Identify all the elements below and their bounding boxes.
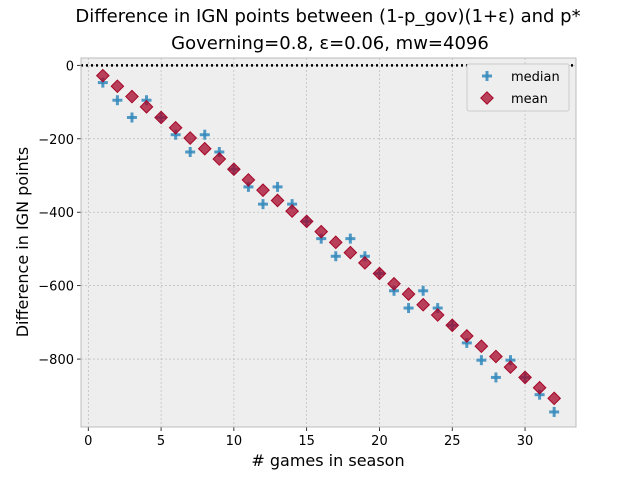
median-point — [185, 146, 196, 157]
median-point — [112, 95, 123, 106]
mean-point — [459, 329, 474, 343]
legend: median mean — [466, 63, 570, 112]
chart-title-line2: Governing=0.8, ε=0.06, mw=4096 — [171, 33, 489, 54]
y-tick-label: −200 — [38, 133, 74, 148]
median-point — [272, 181, 283, 192]
legend-items: median mean — [480, 70, 560, 107]
mean-point — [532, 380, 547, 395]
legend-marker-mean — [480, 91, 494, 105]
x-tick-label: 0 — [84, 434, 92, 449]
median-point — [549, 406, 560, 417]
y-tick-label: −800 — [38, 353, 74, 368]
mean-point — [168, 120, 183, 135]
median-point — [126, 112, 137, 123]
median-point — [257, 199, 268, 210]
y-axis-label: Difference in IGN points — [13, 147, 32, 338]
x-axis-label: # games in season — [251, 451, 404, 470]
series-mean — [95, 68, 562, 406]
plot-frame — [80, 57, 577, 428]
mean-point — [110, 79, 125, 94]
mean-point — [401, 287, 416, 301]
x-tick-label: 20 — [371, 434, 388, 449]
mean-point — [139, 99, 154, 114]
median-point — [403, 303, 414, 314]
y-tick-label: −600 — [38, 280, 74, 295]
y-tick-label: 0 — [66, 59, 74, 74]
mean-point — [256, 183, 270, 198]
mean-point — [125, 89, 139, 104]
mean-point — [197, 141, 212, 156]
y-tick-label: −400 — [38, 206, 74, 221]
median-point — [330, 251, 341, 262]
median-point — [476, 355, 487, 366]
x-tick-label: 5 — [157, 434, 165, 449]
median-point — [199, 129, 210, 140]
mean-point — [270, 193, 285, 208]
mean-point — [416, 297, 431, 312]
mean-point — [445, 318, 460, 333]
x-tick-label: 25 — [444, 434, 461, 449]
median-point — [418, 285, 429, 296]
mean-point — [489, 349, 503, 364]
mean-point — [430, 308, 445, 322]
mean-point — [357, 255, 372, 270]
mean-point — [299, 214, 314, 229]
chart-title-line1: Difference in IGN points between (1-p_go… — [75, 6, 580, 27]
mean-point — [183, 131, 198, 145]
x-tick-label: 10 — [226, 434, 243, 449]
mean-point — [387, 276, 401, 291]
mean-point — [503, 360, 518, 375]
mean-point — [154, 110, 168, 125]
x-tick-label: 15 — [298, 434, 315, 449]
x-tick-label: 30 — [517, 434, 534, 449]
mean-point — [241, 172, 256, 187]
mean-point — [547, 391, 562, 406]
median-point — [490, 372, 501, 383]
mean-point — [314, 224, 329, 239]
mean-point — [285, 204, 300, 219]
mean-point — [226, 162, 241, 177]
mean-point — [343, 245, 358, 260]
axis-ticks: 0 5 10 15 20 25 30 0 −200 −400 −600 −800 — [38, 59, 533, 449]
legend-label-median: median — [511, 70, 560, 85]
mean-point — [212, 152, 227, 166]
mean-point — [474, 339, 489, 354]
mean-point — [328, 235, 343, 250]
data-points — [95, 68, 562, 417]
mean-point — [372, 266, 387, 281]
legend-label-mean: mean — [511, 92, 548, 107]
mean-point — [95, 68, 110, 83]
mean-point — [518, 370, 532, 385]
plot-area — [81, 58, 576, 427]
median-point — [345, 233, 356, 244]
legend-marker-median — [482, 71, 492, 81]
